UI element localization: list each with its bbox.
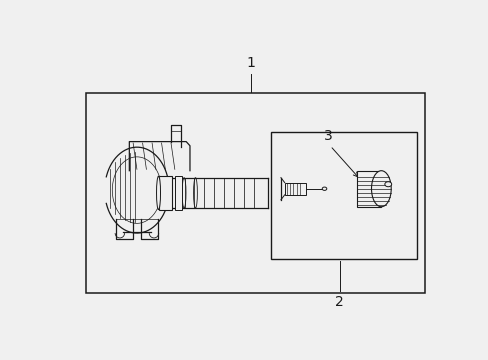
Ellipse shape (371, 171, 390, 207)
Bar (85, 93, 424, 293)
Bar (356, 171, 381, 207)
Bar (174, 176, 182, 210)
Circle shape (384, 182, 391, 187)
Text: 1: 1 (245, 55, 255, 69)
Ellipse shape (156, 176, 160, 210)
Bar (271, 132, 417, 260)
Text: 3: 3 (323, 129, 332, 143)
Bar (158, 176, 171, 210)
Text: 2: 2 (335, 296, 344, 310)
Bar (284, 183, 305, 195)
Circle shape (322, 187, 326, 190)
